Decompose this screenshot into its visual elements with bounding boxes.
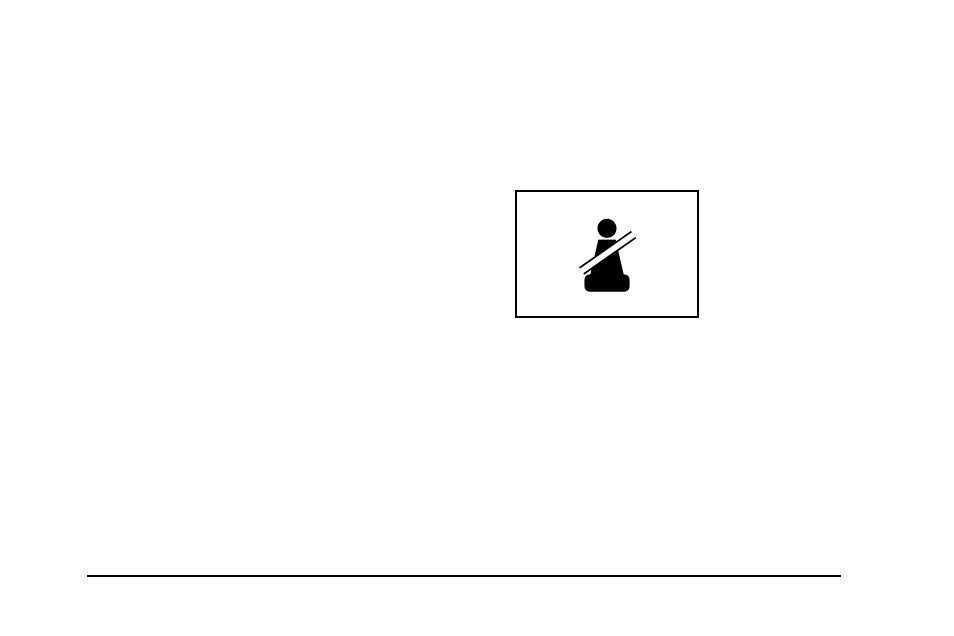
seatbelt-icon-box [515,190,699,318]
seatbelt-icon [544,211,670,298]
horizontal-divider [87,575,841,577]
